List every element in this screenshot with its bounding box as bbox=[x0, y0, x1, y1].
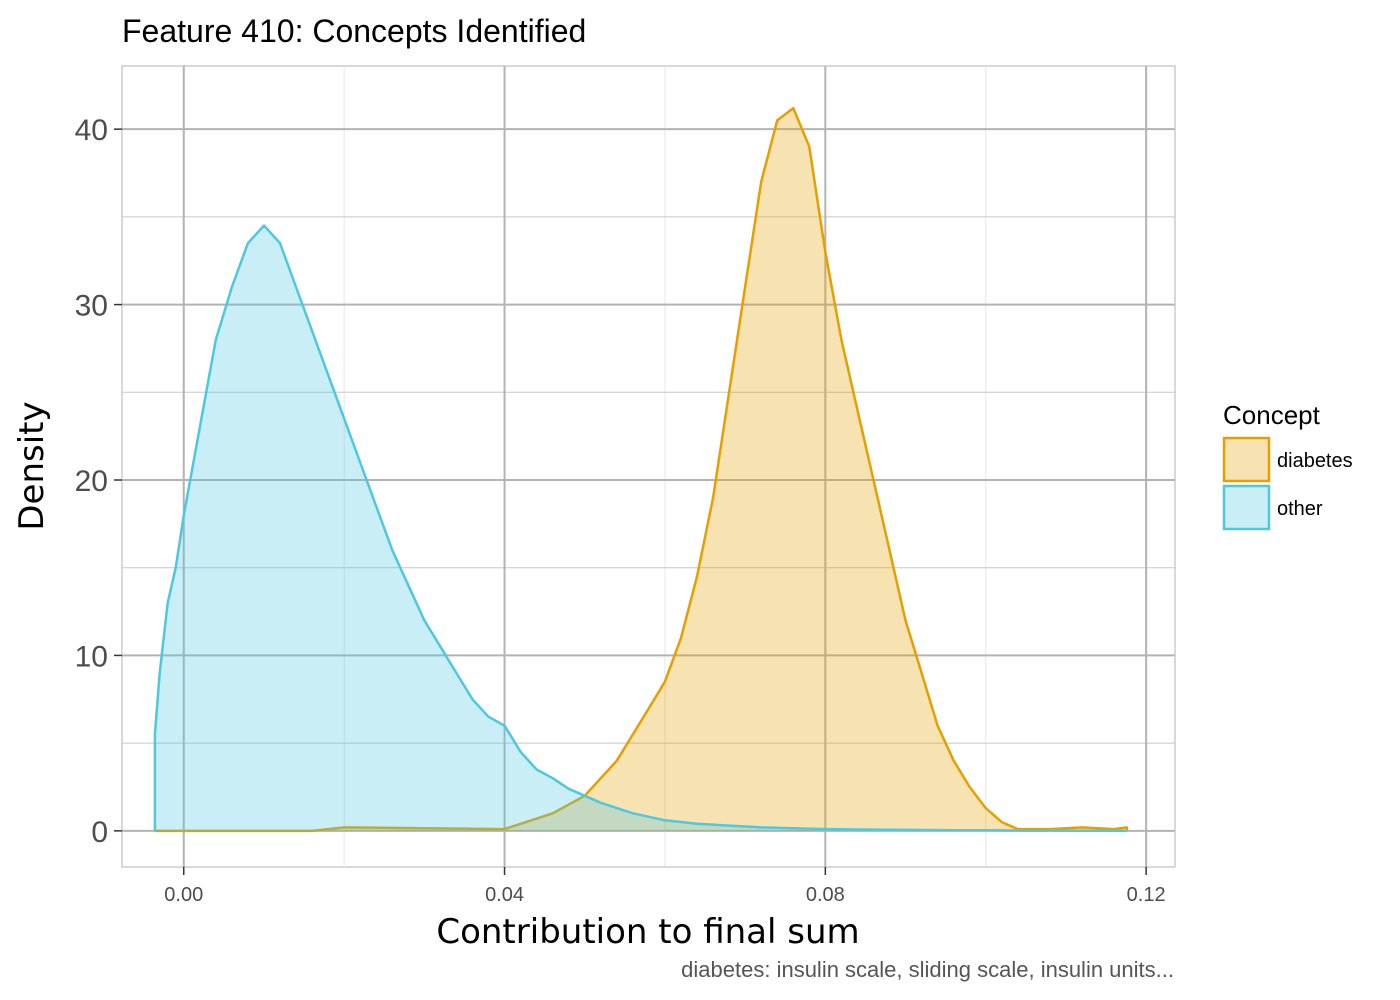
legend-swatch-bg-other bbox=[1224, 486, 1269, 529]
x-tick-label: 0.12 bbox=[1127, 884, 1166, 906]
y-tick-label: 0 bbox=[91, 816, 108, 849]
density-area-other bbox=[154, 225, 1127, 831]
x-tick-label: 0.00 bbox=[164, 884, 203, 906]
grid-layer bbox=[121, 65, 1176, 868]
chart-caption: diabetes: insulin scale, sliding scale, … bbox=[681, 957, 1174, 982]
legend-title: Concept bbox=[1223, 400, 1321, 430]
y-tick-label: 20 bbox=[75, 465, 108, 498]
legend-swatch-diabetes bbox=[1222, 436, 1271, 483]
y-tick-label: 30 bbox=[75, 290, 108, 323]
x-tick-label: 0.04 bbox=[485, 884, 524, 906]
plot-panel bbox=[121, 65, 1176, 868]
y-tick-label: 10 bbox=[75, 640, 108, 673]
tick-labels: 0 10 20 30 40 0.00 0.04 0.08 0.12 bbox=[75, 114, 1166, 906]
chart-title: Feature 410: Concepts Identified bbox=[122, 13, 586, 49]
density-line-other bbox=[153, 224, 1127, 833]
legend-swatch-other bbox=[1222, 484, 1271, 531]
y-axis-title: Density bbox=[12, 401, 52, 530]
density-areas bbox=[153, 106, 1129, 833]
legend-swatch-bg-diabetes bbox=[1224, 438, 1269, 481]
y-tick-label: 40 bbox=[75, 114, 108, 147]
density-area-diabetes bbox=[154, 108, 1127, 831]
legend: Concept diabetes other bbox=[1222, 400, 1353, 531]
density-line-diabetes bbox=[154, 106, 1129, 833]
x-tick-label: 0.08 bbox=[806, 884, 845, 906]
legend-label-other: other bbox=[1277, 498, 1323, 520]
x-axis-title: Contribution to final sum bbox=[436, 912, 859, 952]
legend-label-diabetes: diabetes bbox=[1277, 450, 1353, 472]
